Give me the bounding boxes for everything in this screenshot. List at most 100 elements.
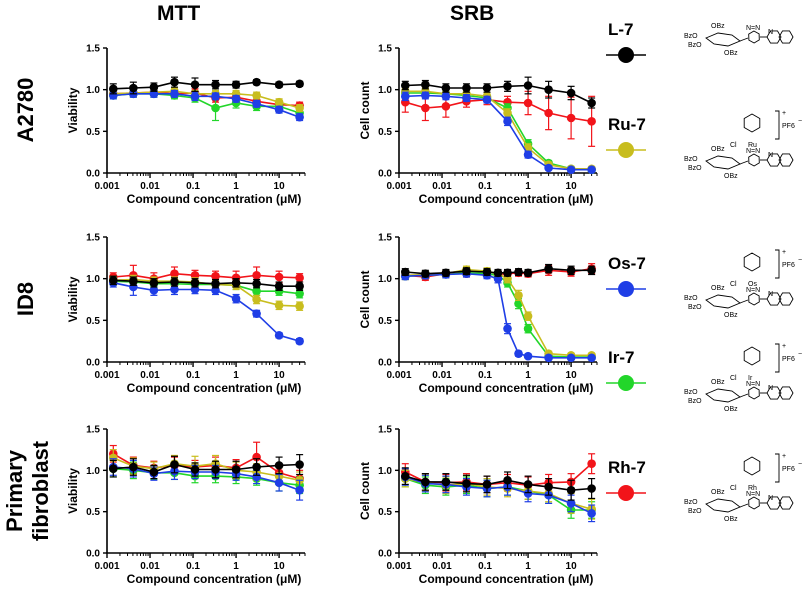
bond: [740, 504, 748, 507]
sugar-label: OBz: [724, 312, 738, 319]
ring-bond: [744, 253, 760, 271]
ring-bond: [749, 154, 760, 166]
charge-minus: −: [798, 351, 802, 358]
complex-bracket: [775, 250, 779, 278]
sugar-structure: OBz BzO BzO OBz: [684, 146, 740, 180]
legend-entry-Ru-7: Ru-7RuCl+PF6−OBzBzOBzOOBzN=NN: [606, 110, 802, 180]
legend-entry-Os-7: Os-7OsCl+PF6−OBzBzOBzOOBzN=NN: [606, 249, 802, 319]
counterion-label: PF6: [782, 356, 795, 363]
structure-Ru-7: RuCl+PF6−OBzBzOBzOOBzN=NN: [684, 110, 802, 180]
sugar-ring: [706, 389, 740, 402]
triazole-label: N=N: [746, 381, 760, 388]
legend-entry-Ir-7: Ir-7IrCl+PF6−OBzBzOBzOOBzN=NN: [606, 343, 802, 413]
sugar-ring: [706, 33, 740, 46]
quinoline-structure: N: [760, 152, 793, 166]
sugar-label: BzO: [688, 508, 702, 515]
ring-bond: [749, 293, 760, 305]
sugar-label: BzO: [684, 156, 698, 163]
sugar-label: BzO: [684, 389, 698, 396]
sugar-label: OBz: [724, 516, 738, 523]
legend-label: Ir-7: [608, 348, 634, 367]
legend-marker: [618, 485, 634, 501]
sugar-label: OBz: [711, 285, 725, 292]
triazole-structure: N=N: [740, 381, 760, 399]
legend-label: Ru-7: [608, 115, 646, 134]
structure-Rh-7: RhCl+PF6−OBzBzOBzOOBzN=NN: [684, 453, 802, 523]
sugar-ring: [706, 156, 740, 169]
sugar-label: BzO: [688, 42, 702, 49]
sugar-structure: OBz BzO BzO OBz: [684, 23, 740, 57]
charge-plus: +: [782, 110, 786, 117]
pyridine-label: N: [768, 291, 773, 298]
legend-marker: [618, 281, 634, 297]
sugar-label: BzO: [688, 304, 702, 311]
bond: [740, 38, 748, 41]
sugar-label: OBz: [724, 406, 738, 413]
sugar-label: OBz: [711, 23, 725, 30]
sugar-label: BzO: [684, 499, 698, 506]
sugar-label: OBz: [724, 50, 738, 57]
sugar-label: BzO: [684, 295, 698, 302]
chloride-label: Cl: [730, 485, 737, 492]
charge-plus: +: [782, 343, 786, 350]
legend-label: Os-7: [608, 254, 646, 273]
legend-entry-L-7: L-7 OBzBzOBzOOBzN=NN: [606, 20, 793, 63]
legend-label: Rh-7: [608, 458, 646, 477]
legend-marker: [618, 47, 634, 63]
complex-bracket: [775, 344, 779, 372]
counterion-label: PF6: [782, 123, 795, 130]
sugar-label: OBz: [724, 173, 738, 180]
charge-plus: +: [782, 453, 786, 460]
sugar-ring: [706, 295, 740, 308]
chloride-label: Cl: [730, 281, 737, 288]
sugar-label: BzO: [688, 165, 702, 172]
sugar-label: BzO: [688, 398, 702, 405]
sugar-label: BzO: [684, 33, 698, 40]
chloride-label: Cl: [730, 142, 737, 149]
triazole-structure: N=N: [740, 287, 760, 305]
sugar-ring: [706, 499, 740, 512]
pyridine-label: N: [768, 385, 773, 392]
ring-bond: [744, 457, 760, 475]
sugar-label: OBz: [711, 146, 725, 153]
legend-label: L-7: [608, 20, 634, 39]
ring-bond: [749, 497, 760, 509]
pyridine-label: N: [768, 495, 773, 502]
sugar-structure: OBz BzO BzO OBz: [684, 379, 740, 413]
sugar-structure: OBz BzO BzO OBz: [684, 489, 740, 523]
charge-minus: −: [798, 257, 802, 264]
quinoline-structure: N: [760, 291, 793, 305]
quinoline-structure: N: [760, 385, 793, 399]
pyridine-label: N: [768, 29, 773, 36]
compound-legend: L-7 OBzBzOBzOOBzN=NNRu-7RuCl+PF6−OBzBzOBz…: [0, 0, 809, 599]
legend-entry-Rh-7: Rh-7RhCl+PF6−OBzBzOBzOOBzN=NN: [606, 453, 802, 523]
structure-Ir-7: IrCl+PF6−OBzBzOBzOOBzN=NN: [684, 343, 802, 413]
triazole-label: N=N: [746, 148, 760, 155]
ring-bond: [744, 114, 760, 132]
counterion-label: PF6: [782, 262, 795, 269]
charge-plus: +: [782, 249, 786, 256]
counterion-label: PF6: [782, 466, 795, 473]
quinoline-structure: N: [760, 29, 793, 43]
triazole-structure: N=N: [740, 491, 760, 509]
triazole-label: N=N: [746, 491, 760, 498]
bond: [740, 161, 748, 164]
complex-bracket: [775, 454, 779, 482]
ring-bond: [749, 31, 760, 43]
legend-marker: [618, 375, 634, 391]
structure-L-7: OBzBzOBzOOBzN=NN: [684, 23, 793, 57]
pyridine-label: N: [768, 152, 773, 159]
quinoline-structure: N: [760, 495, 793, 509]
charge-minus: −: [798, 118, 802, 125]
triazole-structure: N=N: [740, 148, 760, 166]
structure-Os-7: OsCl+PF6−OBzBzOBzOOBzN=NN: [684, 249, 802, 319]
sugar-structure: OBz BzO BzO OBz: [684, 285, 740, 319]
bond: [740, 300, 748, 303]
complex-bracket: [775, 111, 779, 139]
ring-bond: [749, 387, 760, 399]
triazole-structure: N=N: [740, 25, 760, 43]
bond: [740, 394, 748, 397]
chloride-label: Cl: [730, 375, 737, 382]
sugar-label: OBz: [711, 379, 725, 386]
charge-minus: −: [798, 461, 802, 468]
